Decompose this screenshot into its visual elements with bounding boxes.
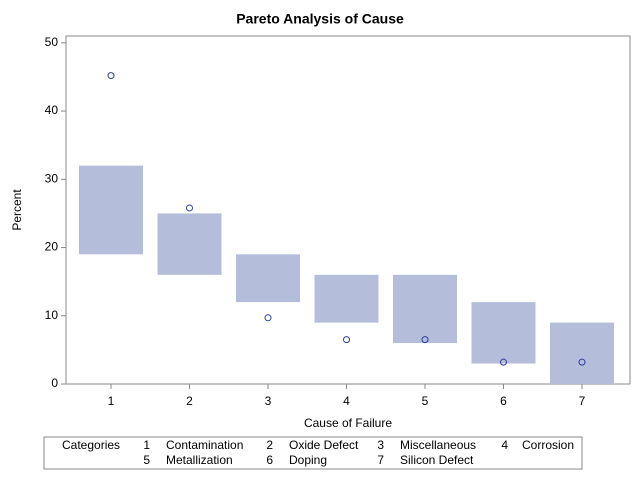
y-tick-label: 50 bbox=[45, 35, 59, 49]
plot-frame bbox=[65, 35, 631, 385]
legend-key: 2 bbox=[266, 438, 273, 452]
legend-key: 7 bbox=[377, 453, 384, 467]
x-tick-label: 2 bbox=[186, 394, 193, 408]
point bbox=[578, 358, 586, 366]
range-bar bbox=[157, 213, 222, 275]
x-tick-label: 4 bbox=[343, 394, 350, 408]
y-axis-label: Percent bbox=[10, 189, 24, 231]
legend-key: 5 bbox=[143, 453, 150, 467]
legend-box bbox=[43, 436, 583, 470]
y-tick-label: 30 bbox=[45, 171, 59, 185]
legend-key: 3 bbox=[377, 438, 384, 452]
y-tick-label: 40 bbox=[45, 103, 59, 117]
x-tick-label: 5 bbox=[422, 394, 429, 408]
y-tick-label: 10 bbox=[45, 308, 59, 322]
range-bar bbox=[236, 254, 300, 303]
range-bar bbox=[471, 302, 536, 364]
y-tick-label: 20 bbox=[45, 240, 59, 254]
legend-label: Oxide Defect bbox=[289, 438, 359, 452]
point bbox=[421, 336, 429, 344]
y-tick-label: 0 bbox=[51, 376, 58, 390]
x-tick-label: 1 bbox=[108, 394, 115, 408]
x-tick-label: 3 bbox=[265, 394, 272, 408]
range-bar bbox=[550, 322, 614, 384]
legend-title: Categories bbox=[62, 438, 120, 452]
point bbox=[343, 336, 350, 344]
legend-key: 1 bbox=[143, 438, 150, 452]
legend-key: 4 bbox=[501, 438, 508, 452]
point bbox=[186, 204, 193, 212]
legend-label: Miscellaneous bbox=[400, 438, 476, 452]
legend-label: Silicon Defect bbox=[400, 453, 474, 467]
x-tick-label: 7 bbox=[579, 394, 586, 408]
chart-title: Pareto Analysis of Cause bbox=[236, 11, 404, 27]
legend-label: Metallization bbox=[166, 453, 233, 467]
legend-label: Doping bbox=[289, 453, 327, 467]
legend-key: 6 bbox=[266, 453, 273, 467]
point bbox=[264, 314, 272, 322]
legend-label: Corrosion bbox=[522, 438, 574, 452]
point bbox=[107, 72, 115, 80]
range-bar bbox=[79, 165, 143, 255]
range-bar bbox=[314, 274, 379, 323]
legend-label: Contamination bbox=[166, 438, 243, 452]
point bbox=[500, 358, 507, 366]
x-tick-label: 6 bbox=[500, 394, 507, 408]
x-axis-label: Cause of Failure bbox=[304, 416, 392, 430]
range-bar bbox=[393, 274, 457, 344]
